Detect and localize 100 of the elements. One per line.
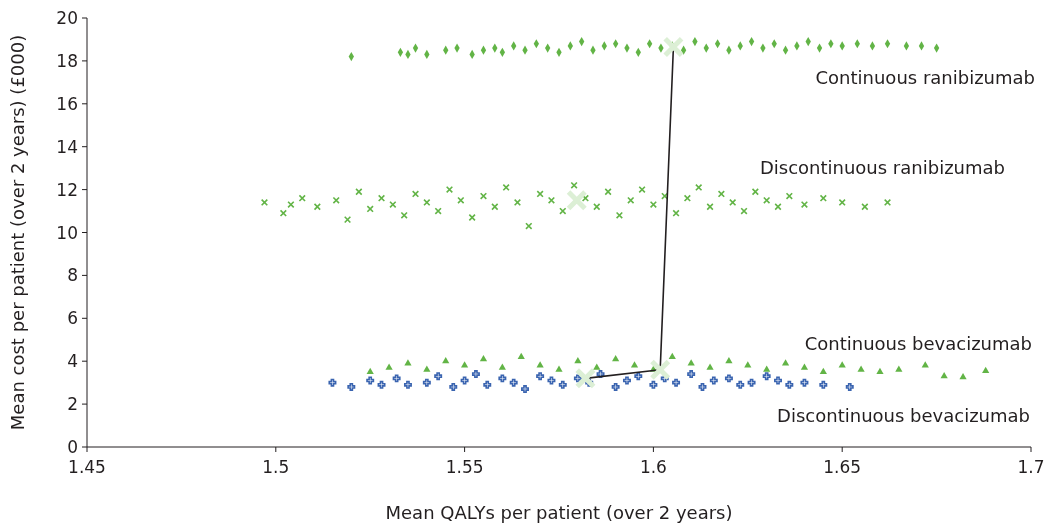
- point: [800, 363, 809, 370]
- y-tick-label: 6: [67, 308, 78, 329]
- x-tick-label: 1.55: [445, 457, 484, 477]
- x-tick-label: 1.5: [262, 457, 290, 477]
- point: [555, 365, 563, 372]
- point: [634, 372, 643, 381]
- point: [442, 357, 450, 364]
- point: [680, 45, 687, 55]
- point: [397, 47, 404, 57]
- point: [668, 352, 676, 359]
- point: [460, 361, 469, 368]
- point: [596, 370, 605, 379]
- point: [744, 361, 752, 368]
- point: [883, 198, 892, 207]
- x-axis-title: Mean QALYs per patient (over 2 years): [385, 502, 733, 523]
- point: [876, 367, 884, 375]
- point: [377, 380, 386, 389]
- point: [498, 374, 507, 383]
- point: [782, 45, 789, 55]
- point: [434, 372, 443, 381]
- point: [611, 382, 620, 391]
- point: [366, 367, 374, 375]
- point: [343, 216, 352, 224]
- point: [574, 367, 597, 390]
- point: [800, 200, 809, 209]
- point: [449, 382, 458, 391]
- point: [740, 207, 748, 215]
- point: [536, 190, 544, 198]
- point: [612, 39, 619, 49]
- point: [385, 363, 393, 370]
- point: [566, 189, 588, 212]
- point: [660, 374, 669, 383]
- point: [736, 380, 745, 389]
- point: [649, 200, 658, 209]
- point: [845, 382, 854, 391]
- point: [747, 378, 756, 387]
- point: [547, 196, 556, 204]
- x-tick-label: 1.6: [639, 457, 667, 477]
- series-label: Continuous ranibizumab: [815, 67, 1035, 88]
- point: [445, 185, 454, 194]
- point: [499, 47, 506, 57]
- point: [921, 361, 929, 368]
- point: [422, 378, 431, 387]
- point: [714, 39, 721, 49]
- point: [918, 41, 925, 51]
- point: [706, 363, 714, 370]
- y-tick-label: 4: [67, 351, 78, 372]
- x-tick-label: 1.7: [1017, 457, 1045, 477]
- point: [403, 380, 412, 389]
- point: [533, 39, 540, 49]
- point: [751, 188, 759, 196]
- point: [982, 366, 990, 373]
- point: [479, 354, 488, 362]
- point: [646, 39, 653, 49]
- y-tick-label: 2: [67, 394, 78, 415]
- y-tick-label: 14: [56, 136, 78, 157]
- y-tick-label: 18: [56, 50, 78, 71]
- y-tick-label: 20: [56, 8, 78, 28]
- point: [903, 41, 910, 51]
- point: [366, 205, 374, 213]
- point: [709, 376, 718, 385]
- point: [460, 376, 469, 385]
- point: [593, 363, 601, 370]
- point: [366, 376, 375, 385]
- point: [819, 367, 827, 375]
- series-label: Continuous bevacizumab: [804, 333, 1032, 354]
- point: [536, 361, 544, 368]
- point: [662, 36, 685, 58]
- y-tick-label: 10: [56, 222, 78, 243]
- point: [800, 378, 809, 387]
- point: [573, 374, 582, 383]
- point: [313, 203, 321, 211]
- point: [672, 378, 681, 387]
- point: [332, 196, 340, 204]
- point: [547, 376, 556, 385]
- y-tick-label: 12: [56, 179, 78, 200]
- point: [517, 352, 525, 359]
- point: [763, 365, 771, 372]
- point: [762, 372, 771, 381]
- point: [480, 45, 487, 55]
- point: [724, 374, 733, 383]
- y-tick-label: 16: [56, 93, 78, 114]
- point: [627, 196, 635, 204]
- point: [869, 41, 876, 51]
- series-label: Discontinuous ranibizumab: [759, 157, 1005, 178]
- point: [298, 194, 306, 202]
- point: [819, 380, 828, 389]
- point: [774, 376, 782, 385]
- point: [471, 370, 480, 379]
- point: [861, 203, 869, 211]
- point: [513, 198, 522, 207]
- point: [816, 43, 823, 53]
- point: [857, 365, 865, 372]
- point: [698, 382, 707, 391]
- series-label: Discontinuous bevacizumab: [777, 405, 1030, 426]
- point: [558, 380, 567, 389]
- point: [933, 43, 940, 53]
- point: [649, 359, 671, 381]
- point: [392, 374, 401, 383]
- point: [612, 354, 620, 362]
